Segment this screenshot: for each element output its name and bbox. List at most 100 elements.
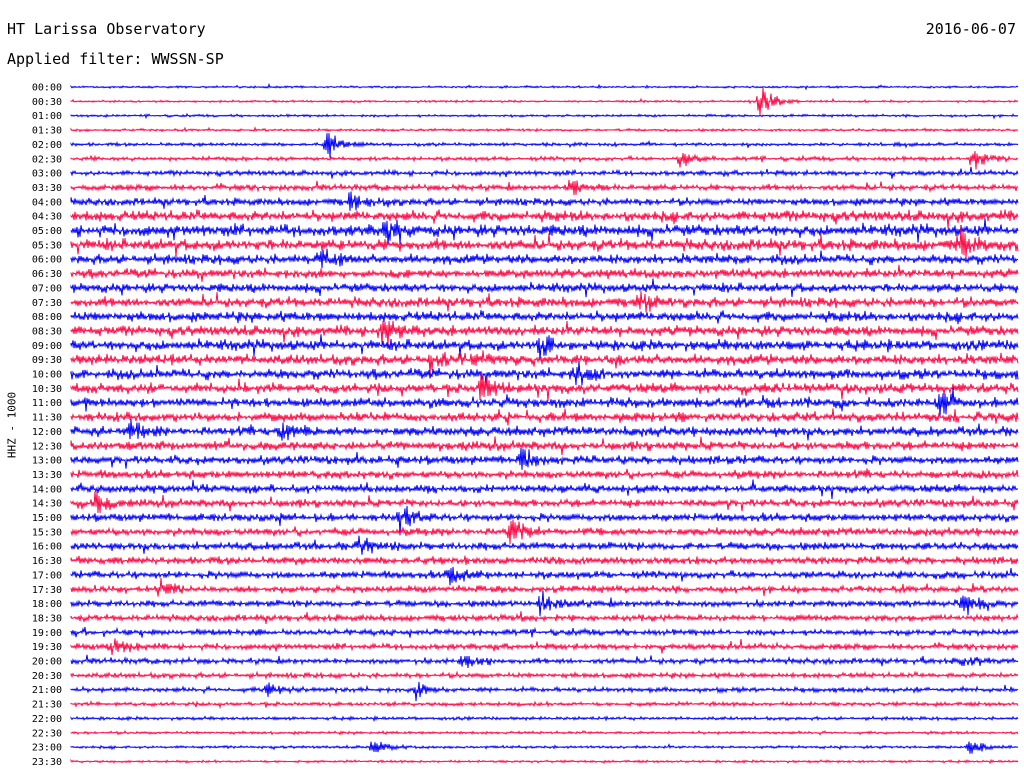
trace-line bbox=[70, 436, 1019, 456]
time-tick-label: 20:00 bbox=[32, 657, 62, 668]
trace-line bbox=[70, 611, 1019, 624]
time-tick-label: 14:00 bbox=[32, 484, 62, 495]
time-tick-label: 09:30 bbox=[32, 355, 62, 366]
time-tick-label: 14:30 bbox=[32, 499, 62, 510]
time-tick-label: 02:00 bbox=[32, 140, 62, 151]
trace-line bbox=[70, 387, 1019, 417]
trace-line bbox=[70, 310, 1019, 325]
time-tick-label: 16:30 bbox=[32, 556, 62, 567]
time-tick-label: 07:00 bbox=[32, 283, 62, 294]
filter-label: Applied filter: WWSSN-SP bbox=[7, 50, 224, 68]
time-tick-label: 00:00 bbox=[32, 83, 62, 94]
time-tick-label: 09:00 bbox=[32, 341, 62, 352]
time-tick-label: 10:30 bbox=[32, 384, 62, 395]
trace-line bbox=[70, 408, 1019, 426]
time-tick-label: 03:00 bbox=[32, 169, 62, 180]
trace-line bbox=[70, 126, 1019, 133]
date-label: 2016-06-07 bbox=[925, 20, 1016, 38]
time-tick-label: 17:30 bbox=[32, 585, 62, 596]
time-tick-label: 08:30 bbox=[32, 326, 62, 337]
trace-line bbox=[70, 729, 1019, 736]
time-tick-label: 12:00 bbox=[32, 427, 62, 438]
time-tick-label: 23:00 bbox=[32, 743, 62, 754]
time-tick-label: 15:00 bbox=[32, 513, 62, 524]
time-tick-label: 06:30 bbox=[32, 269, 62, 280]
trace-line bbox=[70, 741, 1019, 754]
trace-line bbox=[70, 209, 1019, 229]
trace-line bbox=[70, 535, 1019, 555]
time-tick-label: 23:30 bbox=[32, 757, 62, 768]
trace-line bbox=[70, 519, 1019, 545]
trace-line bbox=[70, 179, 1019, 196]
trace-line bbox=[70, 626, 1019, 638]
trace-line bbox=[70, 291, 1019, 313]
trace-line bbox=[70, 714, 1019, 723]
trace-line bbox=[70, 133, 1019, 158]
trace-line bbox=[70, 566, 1019, 586]
trace-line bbox=[70, 681, 1019, 702]
trace-line bbox=[70, 555, 1019, 566]
trace-line bbox=[70, 350, 1019, 375]
time-tick-label: 18:00 bbox=[32, 599, 62, 610]
time-tick-label: 22:30 bbox=[32, 728, 62, 739]
trace-line bbox=[70, 577, 1019, 597]
trace-line bbox=[70, 491, 1019, 514]
time-tick-label: 08:00 bbox=[32, 312, 62, 323]
time-tick-label: 10:00 bbox=[32, 370, 62, 381]
trace-line bbox=[70, 334, 1019, 361]
time-tick-label: 16:00 bbox=[32, 542, 62, 553]
trace-line bbox=[70, 373, 1019, 402]
trace-line bbox=[70, 264, 1019, 282]
time-tick-label: 11:30 bbox=[32, 413, 62, 424]
time-tick-label: 06:00 bbox=[32, 255, 62, 266]
trace-line bbox=[70, 419, 1019, 441]
trace-line bbox=[70, 226, 1019, 259]
time-tick-label: 01:00 bbox=[32, 111, 62, 122]
trace-line bbox=[70, 361, 1019, 386]
trace-line bbox=[70, 166, 1019, 179]
time-tick-label: 11:00 bbox=[32, 398, 62, 409]
time-tick-label: 18:30 bbox=[32, 613, 62, 624]
time-tick-label: 21:00 bbox=[32, 685, 62, 696]
trace-line bbox=[70, 320, 1019, 347]
time-tick-label: 03:30 bbox=[32, 183, 62, 194]
time-tick-label: 15:30 bbox=[32, 527, 62, 538]
trace-line bbox=[70, 468, 1019, 480]
time-tick-label: 02:30 bbox=[32, 154, 62, 165]
trace-line bbox=[70, 654, 1019, 668]
trace-line bbox=[70, 505, 1019, 536]
time-tick-label: 05:00 bbox=[32, 226, 62, 237]
trace-line bbox=[70, 218, 1019, 246]
time-tick-label: 17:00 bbox=[32, 570, 62, 581]
trace-line bbox=[70, 151, 1019, 170]
trace-line bbox=[70, 448, 1019, 470]
time-tick-label: 01:30 bbox=[32, 126, 62, 137]
time-tick-label: 04:30 bbox=[32, 212, 62, 223]
trace-line bbox=[70, 248, 1019, 269]
trace-line bbox=[70, 87, 1019, 116]
time-tick-label: 05:30 bbox=[32, 240, 62, 251]
time-tick-label: 12:30 bbox=[32, 441, 62, 452]
trace-line bbox=[70, 112, 1019, 120]
time-tick-label: 13:00 bbox=[32, 456, 62, 467]
trace-line bbox=[70, 82, 1019, 91]
trace-line bbox=[70, 191, 1019, 211]
time-tick-label: 19:00 bbox=[32, 628, 62, 639]
time-tick-label: 21:30 bbox=[32, 700, 62, 711]
time-tick-label: 00:30 bbox=[32, 97, 62, 108]
trace-line bbox=[70, 278, 1019, 298]
time-tick-label: 13:30 bbox=[32, 470, 62, 481]
time-tick-label: 19:30 bbox=[32, 642, 62, 653]
time-tick-label: 22:00 bbox=[32, 714, 62, 725]
station-title: HT Larissa Observatory bbox=[7, 20, 206, 38]
trace-line bbox=[70, 700, 1019, 710]
trace-line bbox=[70, 758, 1019, 765]
time-tick-label: 04:00 bbox=[32, 197, 62, 208]
trace-line bbox=[70, 590, 1019, 617]
time-tick-label: 07:30 bbox=[32, 298, 62, 309]
trace-line bbox=[70, 638, 1019, 656]
trace-line bbox=[70, 670, 1019, 681]
trace-line bbox=[70, 479, 1019, 500]
time-tick-label: 20:30 bbox=[32, 671, 62, 682]
